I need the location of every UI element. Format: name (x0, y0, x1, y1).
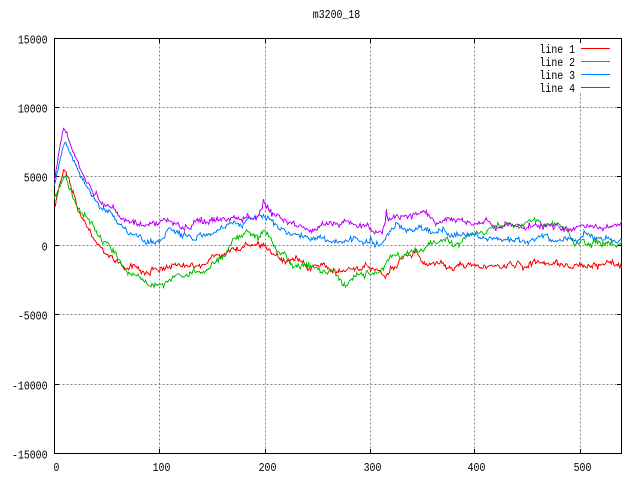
svg-text:0: 0 (42, 241, 48, 255)
svg-text:300: 300 (364, 461, 382, 475)
svg-text:-10000: -10000 (12, 380, 48, 394)
svg-text:500: 500 (574, 461, 592, 475)
svg-text:line 4: line 4 (540, 82, 576, 96)
svg-text:5000: 5000 (24, 172, 48, 186)
svg-text:10000: 10000 (18, 103, 48, 117)
svg-text:line 2: line 2 (540, 56, 576, 70)
svg-text:0: 0 (54, 461, 60, 475)
svg-text:15000: 15000 (18, 34, 48, 48)
svg-text:-15000: -15000 (12, 449, 48, 463)
svg-text:-5000: -5000 (18, 310, 48, 324)
svg-text:line 3: line 3 (540, 69, 576, 83)
svg-text:100: 100 (153, 461, 171, 475)
svg-text:line 1: line 1 (540, 43, 576, 57)
svg-text:200: 200 (259, 461, 277, 475)
svg-text:400: 400 (468, 461, 486, 475)
svg-text:m3200_18: m3200_18 (313, 9, 360, 22)
